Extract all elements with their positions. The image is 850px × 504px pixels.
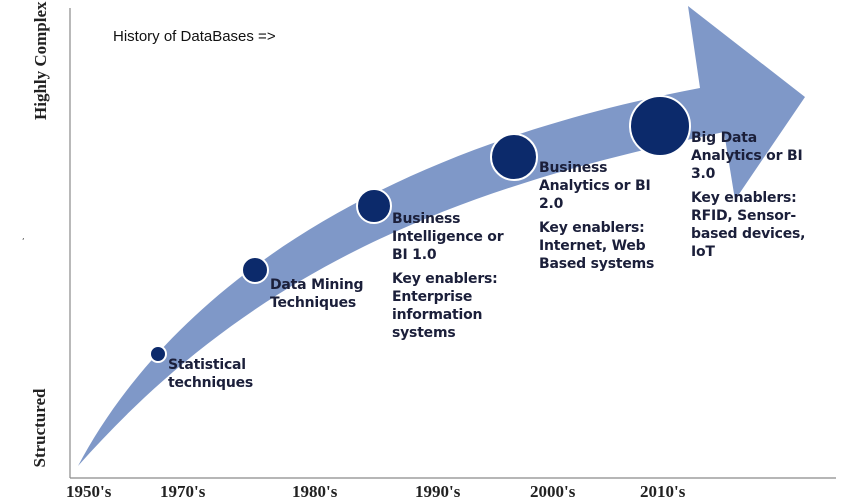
x-tick-2010s: 2010's [640,482,686,501]
stage-statistical: Statistical techniques [168,356,253,392]
y-axis-bottom-label: Structured [30,388,49,468]
stage-node-bi-3 [629,95,691,157]
stage-enablers: Key enablers: Enterprise information sys… [392,271,498,341]
stage-name: Statistical techniques [168,357,254,391]
growth-arrow [78,6,805,466]
stage-data-mining: Data Mining Techniques [270,276,364,312]
stage-name: Business Analytics or BI 2.0 [539,160,651,212]
stray-mark: , [22,232,25,241]
stage-node-statistical [149,345,167,363]
stage-node-bi-2 [490,133,538,181]
page-title: History of DataBases => [113,28,276,45]
stage-name: Business Intelligence or BI 1.0 [392,211,504,263]
x-tick-2000s: 2000's [530,482,576,501]
stage-enablers: Key enablers: Internet, Web Based system… [539,220,655,272]
x-tick-1950s: 1950's [66,482,112,501]
x-tick-1980s: 1980's [292,482,338,501]
stage-bi-1: Business Intelligence or BI 1.0 Key enab… [392,210,504,342]
stage-node-data-mining [241,256,269,284]
x-tick-1990s: 1990's [415,482,461,501]
stage-bi-2: Business Analytics or BI 2.0 Key enabler… [539,159,654,273]
x-tick-1970s: 1970's [160,482,206,501]
stage-bi-3: Big Data Analytics or BI 3.0 Key enabler… [691,129,805,261]
stage-enablers: Key enablers: RFID, Sensor- based device… [691,190,806,260]
y-axis-top-label: Highly Complex [31,1,50,120]
stage-name: Big Data Analytics or BI 3.0 [691,130,803,182]
stage-name: Data Mining Techniques [270,277,364,311]
stage-node-bi-1 [356,188,392,224]
